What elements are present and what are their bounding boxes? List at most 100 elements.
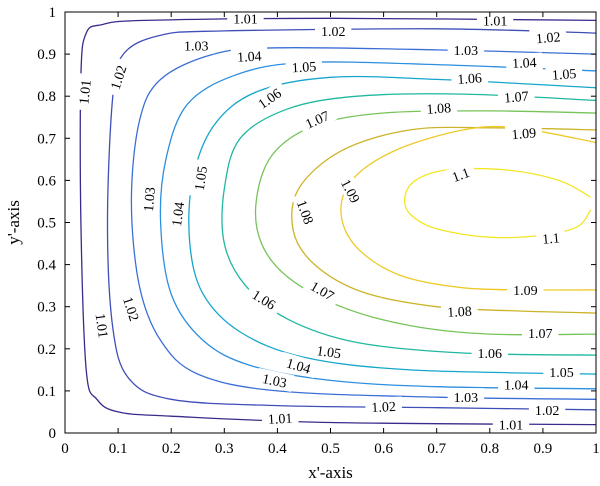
contour-label: 1.05 <box>551 67 576 84</box>
contour-line-1-06 <box>221 93 597 356</box>
y-tick-label: 0.4 <box>37 258 56 274</box>
x-tick-label: 0 <box>61 441 69 457</box>
contour-label-background <box>545 63 583 84</box>
contour-label-group: 1.04 <box>498 375 535 394</box>
contour-label-group: 1.09 <box>504 122 543 143</box>
contour-label-group: 1.07 <box>522 324 559 342</box>
contour-label: 1.08 <box>426 101 451 118</box>
contour-label-background <box>296 103 338 135</box>
contour-label: 1.05 <box>291 60 316 76</box>
contour-label-group: 1.1 <box>535 227 566 248</box>
contour-label-group: 1.1 <box>443 161 477 187</box>
x-tick-label: 0.4 <box>268 441 287 457</box>
contour-label: 1.01 <box>233 12 258 27</box>
contour-label-background <box>522 324 559 342</box>
contour-line-1-09 <box>340 125 597 291</box>
contour-label-background <box>507 280 544 298</box>
contour-label: 1.02 <box>119 295 141 323</box>
contour-label-background <box>443 161 477 187</box>
contour-label-background <box>476 11 514 29</box>
contour-label-group: 1.03 <box>447 40 485 59</box>
contour-label-group: 1.03 <box>138 180 159 219</box>
contour-label: 1.01 <box>77 79 94 105</box>
contour-label-background <box>230 46 268 66</box>
contour-label-group: 1.04 <box>505 52 543 72</box>
contour-label-group: 1.01 <box>73 72 95 111</box>
contour-label-background <box>73 72 95 111</box>
contour-line-1-05 <box>188 75 597 375</box>
contour-label-group: 1.08 <box>291 191 321 232</box>
contour-label-group: 1.07 <box>497 86 536 107</box>
contour-label: 1.06 <box>478 347 503 362</box>
contour-label-group: 1.08 <box>420 97 458 118</box>
contour-line-1-02 <box>106 28 597 411</box>
contour-label-background <box>285 56 323 76</box>
x-tick-label: 0.6 <box>374 441 393 457</box>
contour-label: 1.03 <box>142 187 159 213</box>
contour-label-group: 1.01 <box>492 415 530 434</box>
contour-label-background <box>118 288 146 329</box>
contour-label-group: 1.05 <box>188 159 211 198</box>
contour-label: 1.08 <box>293 198 315 226</box>
contour-label-group: 1.02 <box>364 396 403 416</box>
x-tick-label: 0.8 <box>480 441 499 457</box>
contour-label: 1.05 <box>193 165 211 191</box>
contour-label-group: 1.05 <box>545 63 583 84</box>
y-tick-label: 1 <box>49 5 57 21</box>
contour-label-group: 1.03 <box>178 36 215 55</box>
contour-label-background <box>188 159 211 198</box>
contour-label-background <box>166 194 189 234</box>
contour-label: 1.03 <box>184 40 209 55</box>
contour-label: 1.01 <box>483 14 508 29</box>
contour-label-background <box>497 86 536 107</box>
contour-line-1-1 <box>403 167 592 239</box>
contour-label: 1.02 <box>535 404 560 419</box>
contour-label-group: 1.04 <box>230 46 268 66</box>
contour-label-background <box>504 122 543 143</box>
contour-label-group: 1.04 <box>278 351 319 379</box>
contour-label-background <box>450 67 489 88</box>
contour-label-group: 1.08 <box>440 301 479 321</box>
contour-label: 1.07 <box>504 90 530 107</box>
x-tick-label: 0.5 <box>321 441 340 457</box>
contour-label: 1.05 <box>316 344 342 362</box>
contour-label-background <box>492 415 530 433</box>
x-tick-label: 0.7 <box>427 441 446 457</box>
contour-label-group: 1.07 <box>296 103 338 135</box>
contour-label-background <box>528 400 566 418</box>
contour-label-background <box>261 408 299 428</box>
contour-label: 1.08 <box>447 305 472 321</box>
contour-label: 1.09 <box>511 126 537 143</box>
contour-label-group: 1.02 <box>529 26 568 47</box>
contour-label-group: 1.04 <box>166 194 189 234</box>
y-tick-label: 0.1 <box>37 384 56 400</box>
contour-label-background <box>440 301 479 321</box>
contour-label: 1.01 <box>499 419 524 434</box>
contour-label-background <box>103 57 132 98</box>
y-tick-label: 0.8 <box>37 89 56 105</box>
y-tick-label: 0.7 <box>37 131 56 147</box>
contour-label-background <box>315 21 352 39</box>
contour-label: 1.02 <box>535 30 561 47</box>
contour-label-group: 1.05 <box>543 363 580 381</box>
x-tick-label: 1 <box>592 441 600 457</box>
y-tick-label: 0.6 <box>37 173 56 189</box>
contour-label: 1.02 <box>321 25 346 40</box>
axis-ticks: 0 0.1 0.2 0.3 0.4 0.5 0.6 0.7 0.8 0.9 1 0 0.1 0.2 0.3 0… <box>37 5 600 457</box>
contour-line-1-04 <box>159 61 597 390</box>
contour-label: 1.06 <box>457 71 482 88</box>
contour-label: 1.04 <box>284 356 312 377</box>
contour-label-background <box>138 180 159 219</box>
contour-label: 1.04 <box>170 201 188 227</box>
contour-label-background <box>244 282 285 316</box>
contour-label: 1.03 <box>261 372 288 392</box>
contour-label-background <box>498 375 535 393</box>
x-tick-label: 0.3 <box>215 441 234 457</box>
contour-label-group: 1.07 <box>302 273 343 307</box>
contour-labels: 1.01 1.01 1.01 1.01 1.01 1.01 1.02 1.02 1.02 1.02… <box>73 9 583 434</box>
contour-label-background <box>178 36 215 54</box>
contour-label-background <box>309 340 349 363</box>
y-tick-label: 0.9 <box>37 47 56 63</box>
contour-label: 1.03 <box>454 44 479 59</box>
